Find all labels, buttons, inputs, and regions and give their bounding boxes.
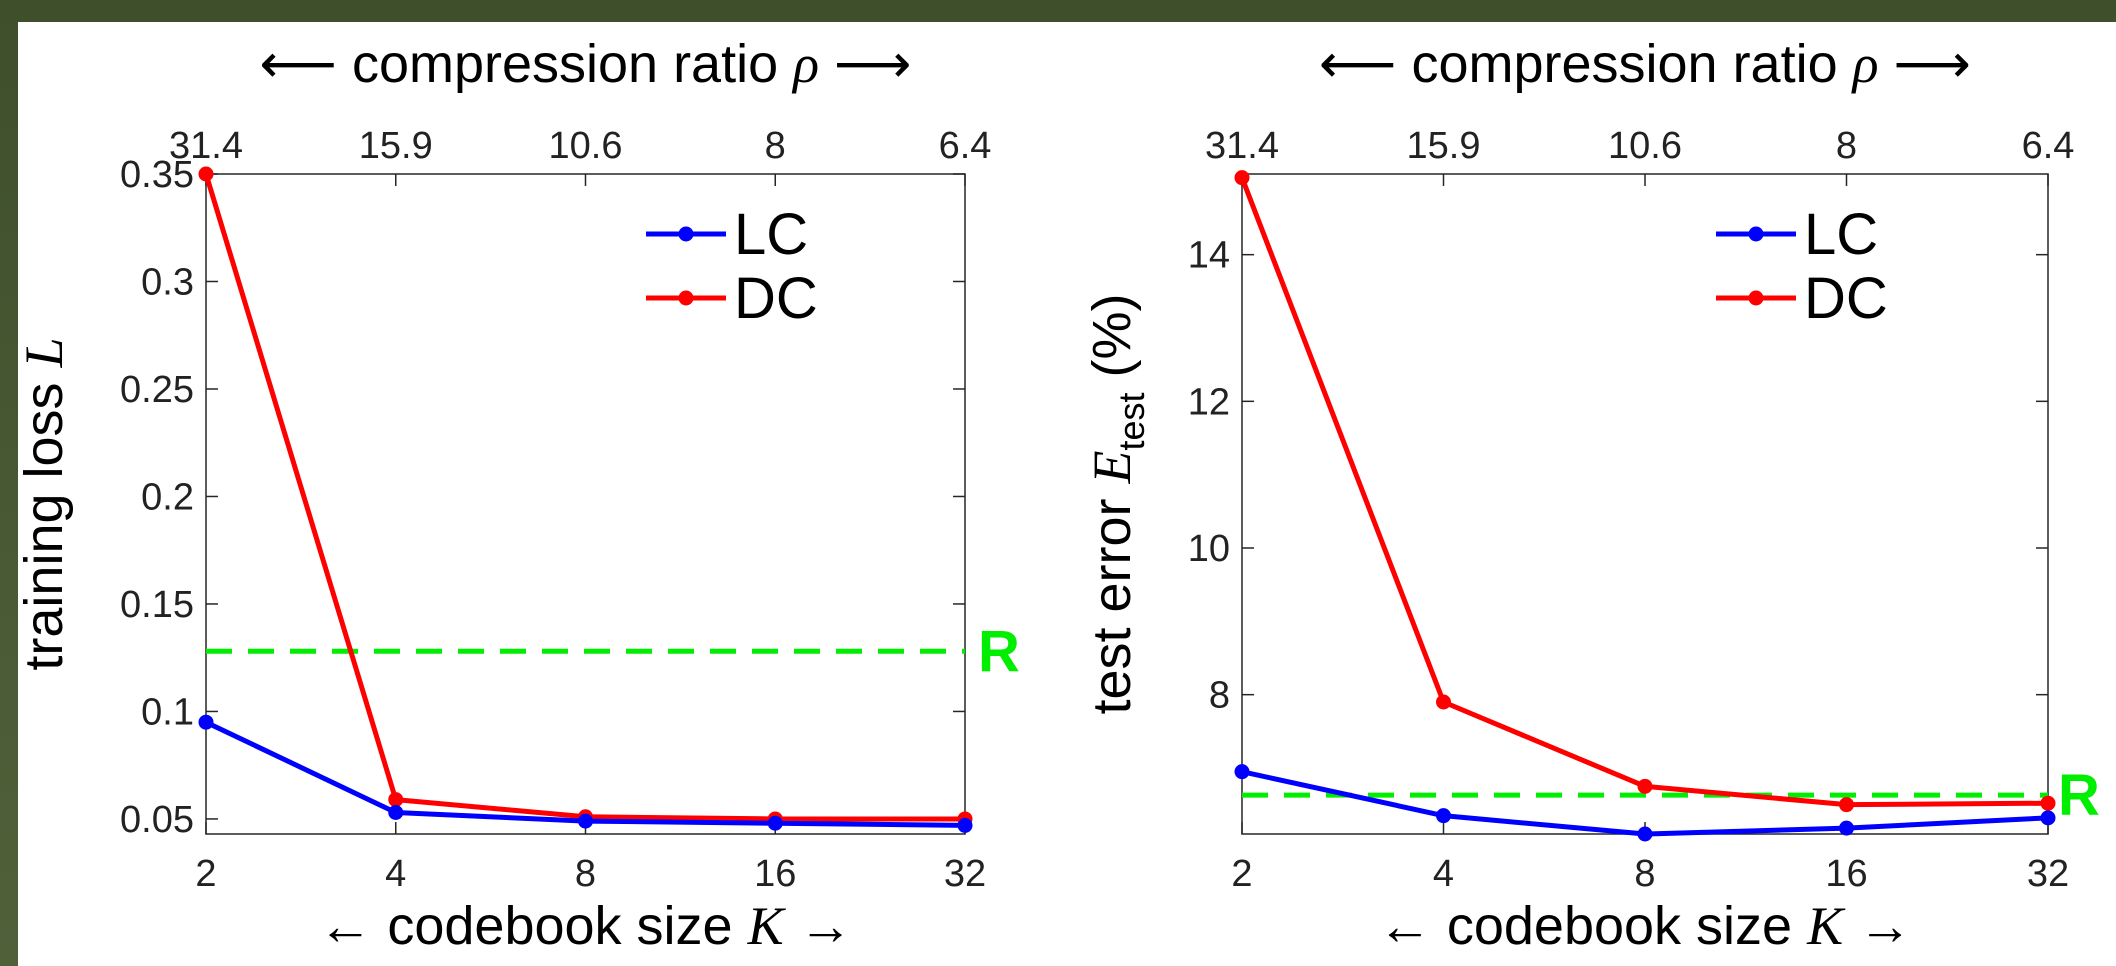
top-axis-title-text: ⟵ compression ratio xyxy=(1319,34,1853,94)
x-tick-label: 2 xyxy=(195,853,216,895)
top-axis-title-arrow: ⟶ xyxy=(819,34,911,94)
top-tick-label: 6.4 xyxy=(2022,125,2075,167)
y-tick-label: 0.25 xyxy=(120,369,194,411)
top-axis-title: ⟵ compression ratio ρ ⟶ xyxy=(1319,34,1971,94)
x-tick-label: 4 xyxy=(1433,853,1454,895)
data-point-lc xyxy=(578,813,593,829)
data-point-lc xyxy=(2040,810,2056,826)
top-axis-title-symbol: ρ xyxy=(791,34,819,94)
top-tick-label: 15.9 xyxy=(359,125,433,167)
y-axis-title: test error Etest (%) xyxy=(1082,293,1152,714)
reference-label: R xyxy=(978,619,1020,684)
data-point-dc xyxy=(1839,797,1854,813)
x-tick-label: 8 xyxy=(575,853,596,895)
right-chart-panel: 2 4 8 16 32 31.4 15.9 10.6 8 6.4 8 10 12 14 ⟵ compress… xyxy=(1082,34,2100,956)
figure: 2 4 8 16 32 31.4 15.9 10.6 8 6.4 0.05 0.1 0.15 0.2 0.2… xyxy=(18,22,2116,966)
data-point-dc xyxy=(198,166,214,182)
top-tick-label: 8 xyxy=(1836,125,1857,167)
data-point-lc xyxy=(1839,820,1854,836)
data-point-lc xyxy=(388,805,404,821)
data-point-dc xyxy=(1234,170,1250,186)
x-axis-title-symbol: K xyxy=(1806,896,1846,956)
data-point-dc xyxy=(2040,795,2056,811)
legend-marker-dc xyxy=(678,290,694,306)
plot-area xyxy=(205,173,966,835)
y-tick-label: 0.1 xyxy=(141,691,194,733)
y-tick-label: 14 xyxy=(1188,235,1230,277)
legend-label-dc: DC xyxy=(734,266,818,331)
x-axis-title-arrow: → xyxy=(784,896,853,956)
legend-label-lc: LC xyxy=(1804,202,1878,267)
y-tick-label: 0.15 xyxy=(120,584,194,626)
data-point-lc xyxy=(198,714,214,730)
top-axis-title-text: ⟵ compression ratio xyxy=(260,34,794,94)
figure-svg: 2 4 8 16 32 31.4 15.9 10.6 8 6.4 0.05 0.1 0.15 0.2 0.2… xyxy=(18,34,2100,956)
data-point-lc xyxy=(1436,808,1451,824)
x-axis-title-arrow: → xyxy=(1843,896,1912,956)
top-tick-label: 6.4 xyxy=(939,125,992,167)
left-chart-panel: 2 4 8 16 32 31.4 15.9 10.6 8 6.4 0.05 0.1 0.15 0.2 0.2… xyxy=(18,34,1020,956)
top-axis-title: ⟵ compression ratio ρ ⟶ xyxy=(260,34,912,94)
top-tick-label: 15.9 xyxy=(1407,125,1481,167)
y-tick-label: 0.3 xyxy=(141,261,194,303)
legend-marker-dc xyxy=(1748,290,1764,306)
x-tick-label: 8 xyxy=(1634,853,1655,895)
x-tick-label: 16 xyxy=(1825,853,1867,895)
reference-label: R xyxy=(2058,763,2100,828)
y-axis-title: training loss L xyxy=(18,337,74,670)
x-axis-title-symbol: K xyxy=(747,896,787,956)
top-tick-label: 10.6 xyxy=(549,125,623,167)
x-tick-label: 16 xyxy=(754,853,796,895)
y-tick-label: 0.05 xyxy=(120,799,194,841)
x-axis-title: ← codebook size K → xyxy=(1378,896,1912,956)
legend-marker-lc xyxy=(1748,226,1764,242)
top-axis-title-arrow: ⟶ xyxy=(1879,34,1971,94)
y-axis-title-symbol: L xyxy=(18,337,74,368)
y-axis-title-text: training loss xyxy=(18,367,74,670)
y-axis-title-unit: (%) xyxy=(1082,293,1142,392)
top-tick-label: 10.6 xyxy=(1608,125,1682,167)
data-point-lc xyxy=(1637,826,1653,842)
y-axis-title-subscript: test xyxy=(1111,392,1152,450)
series-line-dc xyxy=(203,173,965,822)
x-tick-label: 32 xyxy=(944,853,986,895)
data-point-lc xyxy=(767,815,783,831)
legend-label-lc: LC xyxy=(734,202,808,267)
y-tick-label: 0.2 xyxy=(141,476,194,518)
top-tick-label: 8 xyxy=(765,125,786,167)
legend-marker-lc xyxy=(678,226,694,242)
data-point-dc xyxy=(1637,778,1653,794)
data-point-lc xyxy=(1234,764,1250,780)
data-point-dc xyxy=(388,792,404,808)
y-axis-title-symbol: E xyxy=(1082,450,1142,484)
x-axis-title-text: ← codebook size xyxy=(318,896,747,956)
legend-label-dc: DC xyxy=(1804,266,1888,331)
data-point-lc xyxy=(957,817,973,833)
x-tick-label: 4 xyxy=(385,853,406,895)
x-tick-label: 32 xyxy=(2027,853,2069,895)
series-line-dc xyxy=(1239,176,2049,808)
y-axis-title-text: test error xyxy=(1082,483,1142,714)
y-tick-label: 10 xyxy=(1188,528,1230,570)
top-tick-label: 31.4 xyxy=(169,125,243,167)
y-tick-label: 0.35 xyxy=(120,154,194,196)
top-tick-label: 31.4 xyxy=(1205,125,1279,167)
x-tick-label: 2 xyxy=(1231,853,1252,895)
x-axis-title: ← codebook size K → xyxy=(318,896,852,956)
x-axis-title-text: ← codebook size xyxy=(1378,896,1807,956)
top-axis-title-symbol: ρ xyxy=(1851,34,1879,94)
data-point-dc xyxy=(1436,694,1451,710)
plot-area xyxy=(1241,173,2049,835)
y-tick-label: 8 xyxy=(1209,675,1230,717)
y-tick-label: 12 xyxy=(1188,381,1230,423)
